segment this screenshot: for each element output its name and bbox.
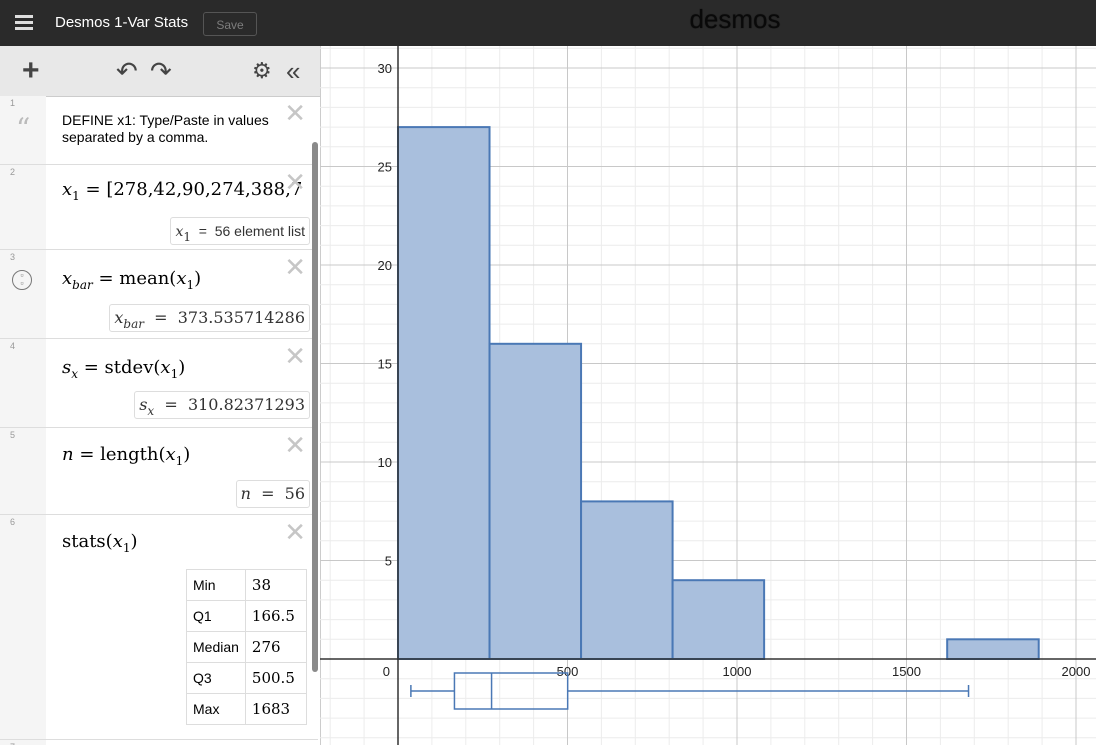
delete-x-icon[interactable]: ✕ bbox=[284, 517, 306, 547]
expression-item[interactable]: 6 stats(x1) ✕ Min 38 Q1 166.5 Median 276 Q3… bbox=[0, 515, 318, 740]
expression-index: 6 bbox=[10, 517, 16, 527]
expression-math[interactable]: x1 = [278,42,90,274,388,7 bbox=[62, 179, 303, 203]
note-text[interactable]: DEFINE x1: Type/Paste in values separate… bbox=[62, 112, 269, 145]
undo-icon[interactable]: ↶ bbox=[116, 56, 138, 86]
expression-gutter: 3 ▫ ▫ bbox=[0, 250, 46, 338]
expression-gutter: 2 bbox=[0, 165, 46, 249]
delete-x-icon[interactable]: ✕ bbox=[284, 252, 306, 282]
expression-result: sx = 310.82371293 bbox=[134, 391, 310, 419]
stat-label: Min bbox=[186, 569, 246, 601]
graph-canvas[interactable]: 0 500 1000 1500 2000 5 10 15 20 25 30 bbox=[320, 46, 1096, 745]
histogram-chart[interactable]: 0 500 1000 1500 2000 5 10 15 20 25 30 bbox=[320, 46, 1096, 745]
stat-label: Q3 bbox=[186, 662, 246, 694]
expression-math[interactable]: sx = stdev(x1) bbox=[62, 357, 186, 381]
x-tick-label: 2000 bbox=[1062, 664, 1091, 679]
expression-gutter: 4 bbox=[0, 339, 46, 427]
stat-value: 166.5 bbox=[244, 600, 307, 632]
expression-list: + ↶ ↷ ⚙ « 1 “ DEFINE x1: Type/Paste in v… bbox=[0, 46, 321, 745]
expression-index: 2 bbox=[10, 167, 16, 177]
graph-title[interactable]: Desmos 1-Var Stats bbox=[55, 14, 189, 31]
expression-gutter: 5 bbox=[0, 428, 46, 514]
expression-result: x1 = 56 element list bbox=[170, 217, 310, 245]
redo-icon[interactable]: ↷ bbox=[150, 56, 172, 86]
expression-result: xbar = 373.535714286 bbox=[109, 304, 310, 332]
expression-index: 5 bbox=[10, 430, 16, 440]
fraction-toggle-icon[interactable]: ▫ ▫ bbox=[12, 270, 32, 290]
boxplot-box bbox=[453, 672, 569, 710]
quote-icon: “ bbox=[16, 112, 31, 145]
table-row: Q3 500.5 bbox=[186, 662, 307, 694]
expression-item[interactable]: 2 x1 = [278,42,90,274,388,7 ✕ x1 = 56 el… bbox=[0, 165, 318, 250]
expression-result: n = 56 bbox=[235, 480, 310, 508]
hamburger-menu-icon[interactable] bbox=[15, 15, 33, 31]
y-tick-label: 15 bbox=[378, 357, 392, 372]
expression-index: 1 bbox=[10, 98, 16, 108]
stat-label: Median bbox=[186, 631, 246, 663]
stat-value: 276 bbox=[244, 631, 307, 663]
table-row: Q1 166.5 bbox=[186, 600, 307, 632]
expression-gutter: 6 bbox=[0, 515, 46, 739]
x-tick-label: 0 bbox=[383, 664, 390, 679]
expression-index: 7 bbox=[10, 742, 15, 745]
expression-item[interactable]: 1 “ DEFINE x1: Type/Paste in values sepa… bbox=[0, 96, 318, 165]
expression-math[interactable]: stats(x1) bbox=[62, 531, 138, 555]
delete-x-icon[interactable]: ✕ bbox=[284, 98, 306, 128]
delete-x-icon[interactable]: ✕ bbox=[284, 430, 306, 460]
top-bar: Desmos 1-Var Stats Save desmos bbox=[0, 0, 1096, 46]
desmos-logo: desmos bbox=[689, 4, 781, 34]
x-tick-label: 1000 bbox=[723, 664, 752, 679]
histogram-bar bbox=[580, 500, 674, 660]
table-row: Min 38 bbox=[186, 569, 307, 601]
save-button[interactable]: Save bbox=[203, 12, 257, 36]
expression-gutter: 7 bbox=[0, 740, 46, 745]
stat-value: 38 bbox=[244, 569, 307, 601]
stat-label: Max bbox=[186, 693, 246, 725]
histogram-bar bbox=[488, 342, 583, 660]
expression-item[interactable]: 3 ▫ ▫ xbar = mean(x1) ✕ xbar = 373.535714… bbox=[0, 250, 318, 339]
delete-x-icon[interactable]: ✕ bbox=[284, 167, 306, 197]
double-chevron-left-icon[interactable]: « bbox=[286, 56, 301, 86]
expression-item[interactable]: 5 n = length(x1) ✕ n = 56 bbox=[0, 428, 318, 515]
stat-value: 1683 bbox=[244, 693, 307, 725]
table-row: Max 1683 bbox=[186, 693, 307, 725]
y-tick-label: 20 bbox=[378, 258, 392, 273]
y-tick-label: 10 bbox=[378, 455, 392, 470]
histogram-bar bbox=[397, 126, 491, 661]
y-tick-label: 30 bbox=[378, 61, 392, 76]
x-tick-label: 500 bbox=[557, 664, 579, 679]
stats-table: Min 38 Q1 166.5 Median 276 Q3 500.5 Max 1683 bbox=[186, 569, 307, 725]
histogram-bar bbox=[671, 579, 766, 661]
y-tick-label: 25 bbox=[378, 160, 392, 175]
expression-item[interactable]: 7 bbox=[0, 740, 318, 745]
delete-x-icon[interactable]: ✕ bbox=[284, 341, 306, 371]
expression-item[interactable]: 4 sx = stdev(x1) ✕ sx = 310.82371293 bbox=[0, 339, 318, 428]
expression-gutter: 1 “ bbox=[0, 96, 46, 164]
expression-index: 3 bbox=[10, 252, 16, 262]
expression-toolbar: + ↶ ↷ ⚙ « bbox=[0, 46, 320, 97]
expression-math[interactable]: xbar = mean(x1) bbox=[62, 268, 202, 292]
expression-math[interactable]: n = length(x1) bbox=[62, 444, 191, 468]
table-row: Median 276 bbox=[186, 631, 307, 663]
stat-label: Q1 bbox=[186, 600, 246, 632]
y-tick-label: 5 bbox=[385, 554, 392, 569]
stat-value: 500.5 bbox=[244, 662, 307, 694]
histogram-bar bbox=[946, 638, 1040, 660]
expression-scrollbar[interactable] bbox=[312, 142, 318, 672]
expression-index: 4 bbox=[10, 341, 16, 351]
x-tick-label: 1500 bbox=[892, 664, 921, 679]
plus-icon[interactable]: + bbox=[22, 54, 40, 87]
gear-icon[interactable]: ⚙ bbox=[252, 58, 272, 83]
